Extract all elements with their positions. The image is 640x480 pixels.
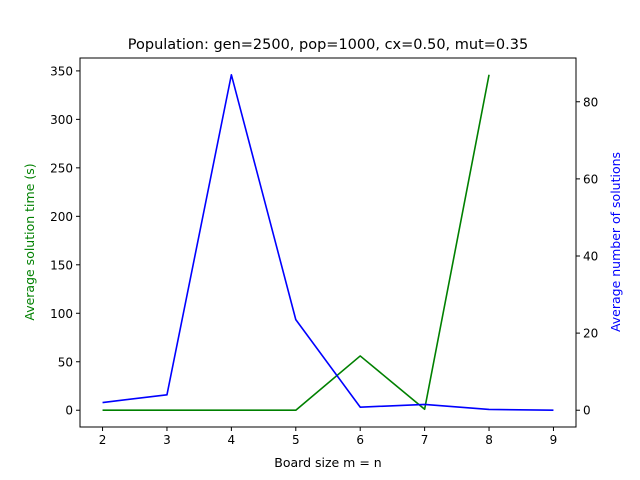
- x-tick-label: 6: [356, 433, 364, 447]
- x-tick-label: 9: [550, 433, 558, 447]
- y-left-tick-label: 350: [50, 64, 73, 78]
- y-right-tick-label: 0: [583, 404, 591, 418]
- y-left-tick-label: 150: [50, 258, 73, 272]
- x-tick-label: 2: [99, 433, 107, 447]
- y-axis-left-label: Average solution time (s): [22, 163, 37, 320]
- y-left-tick-label: 100: [50, 307, 73, 321]
- plot-area: [102, 73, 554, 412]
- series-line-solutions: [102, 73, 554, 412]
- y-left-tick-label: 250: [50, 161, 73, 175]
- x-axis-label: Board size m = n: [274, 455, 381, 470]
- plot-frame: [79, 57, 577, 428]
- y-left-tick-label: 50: [58, 355, 73, 369]
- y-right-tick-label: 20: [583, 327, 598, 341]
- y-left-tick-label: 300: [50, 113, 73, 127]
- y-right-tick-label: 40: [583, 249, 598, 263]
- x-tick-label: 3: [163, 433, 171, 447]
- x-tick-label: 5: [292, 433, 300, 447]
- y-right-tick-label: 80: [583, 95, 598, 109]
- chart-title: Population: gen=2500, pop=1000, cx=0.50,…: [128, 37, 528, 53]
- x-tick-label: 8: [485, 433, 493, 447]
- y-right-tick-label: 60: [583, 172, 598, 186]
- x-tick-label: 4: [228, 433, 236, 447]
- y-left-tick-label: 0: [65, 404, 73, 418]
- x-tick-label: 7: [421, 433, 429, 447]
- y-axis-right-label: Average number of solutions: [608, 152, 623, 332]
- y-left-tick-label: 200: [50, 210, 73, 224]
- series-line-time: [102, 74, 490, 412]
- axes: 2 3 4 5 6 7 8 9 0 50 100 150 200 250 300 350 0 20 40 60 80: [50, 57, 598, 447]
